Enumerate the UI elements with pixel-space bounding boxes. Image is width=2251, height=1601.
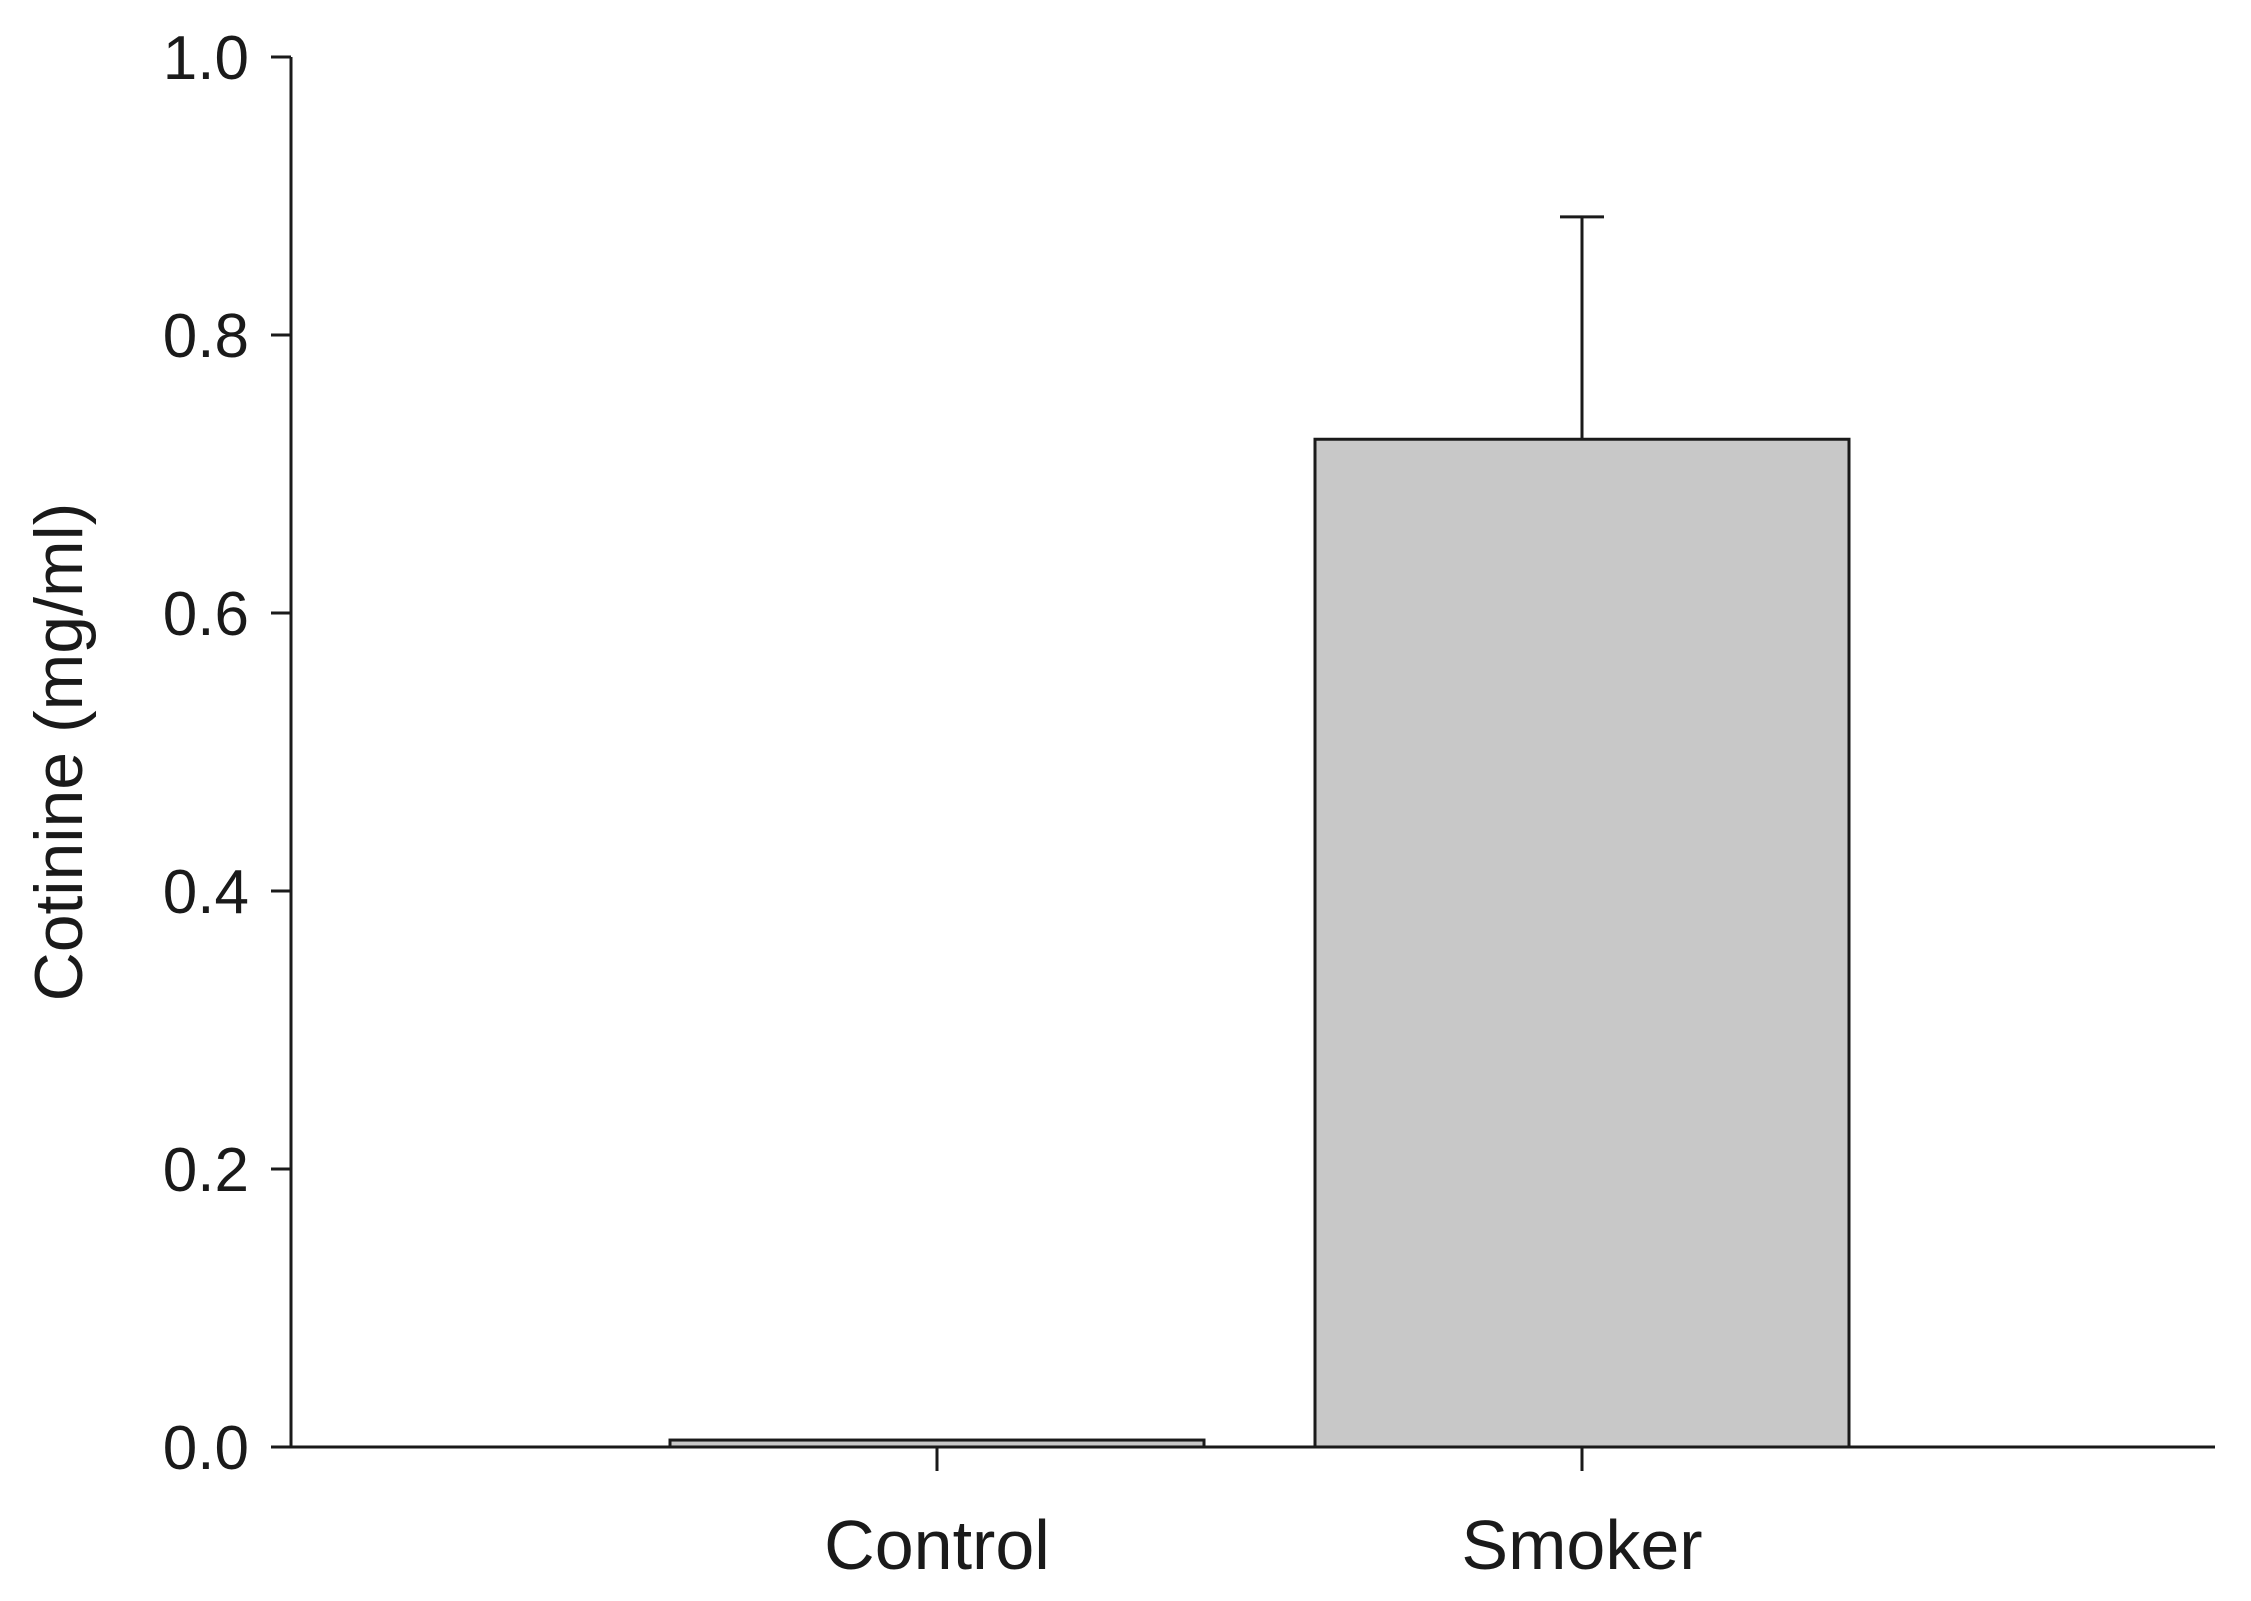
y-axis-title: Cotinine (mg/ml) — [21, 503, 97, 1002]
bars — [668, 437, 1851, 1449]
bar-smoker — [1313, 437, 1851, 1449]
y-axis-ticks: 0.0 0.2 0.4 0.6 0.8 1.0 — [163, 24, 291, 1483]
y-tick-label: 1.0 — [163, 24, 249, 93]
y-tick-label: 0.8 — [163, 302, 249, 371]
error-bars — [1560, 215, 1604, 440]
y-tick-label: 0.2 — [163, 1136, 249, 1205]
x-axis-ticks: Control Smoker — [824, 1447, 1703, 1584]
y-tick-label: 0.6 — [163, 580, 249, 649]
y-tick-label: 0.4 — [163, 858, 249, 927]
x-tick-label-smoker: Smoker — [1461, 1506, 1702, 1584]
y-tick-label: 0.0 — [163, 1414, 249, 1483]
x-tick-label-control: Control — [824, 1506, 1050, 1584]
